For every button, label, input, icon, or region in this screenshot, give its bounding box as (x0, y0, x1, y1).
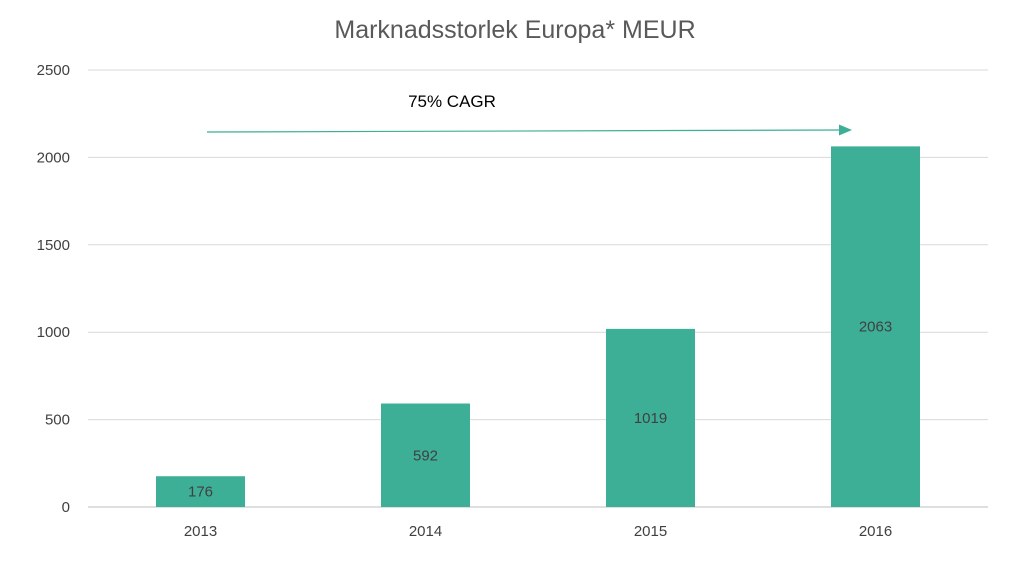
bar-value-label: 592 (413, 447, 438, 464)
cagr-label: 75% CAGR (408, 92, 496, 111)
x-tick-label: 2014 (409, 523, 442, 540)
bar (831, 146, 920, 507)
bar-data-labels: 176 592 1019 2063 (188, 319, 892, 501)
x-tick-label: 2013 (184, 523, 217, 540)
y-tick-label: 1000 (37, 324, 70, 341)
bar (156, 476, 245, 507)
x-tick-label: 2016 (859, 523, 892, 540)
y-tick-label: 500 (45, 412, 70, 429)
x-axis-tick-labels: 2013 2014 2015 2016 (184, 523, 892, 540)
y-tick-label: 2500 (37, 62, 70, 79)
bar-value-label: 1019 (634, 410, 667, 427)
cagr-arrow-head (839, 124, 852, 136)
cagr-arrow-line (206, 129, 841, 133)
bar (606, 328, 695, 507)
x-tick-label: 2015 (634, 523, 667, 540)
bar (381, 403, 470, 507)
y-tick-label: 2000 (37, 149, 70, 166)
bar-value-label: 176 (188, 484, 213, 501)
bar-value-label: 2063 (859, 319, 892, 336)
cagr-annotation: 75% CAGR (206, 92, 852, 136)
chart-title: Marknadsstorlek Europa* MEUR (334, 16, 695, 44)
y-axis-tick-labels: 0 500 1000 1500 2000 2500 (37, 62, 70, 516)
y-tick-label: 1500 (37, 237, 70, 254)
y-tick-label: 0 (62, 499, 70, 516)
bars (156, 146, 920, 507)
